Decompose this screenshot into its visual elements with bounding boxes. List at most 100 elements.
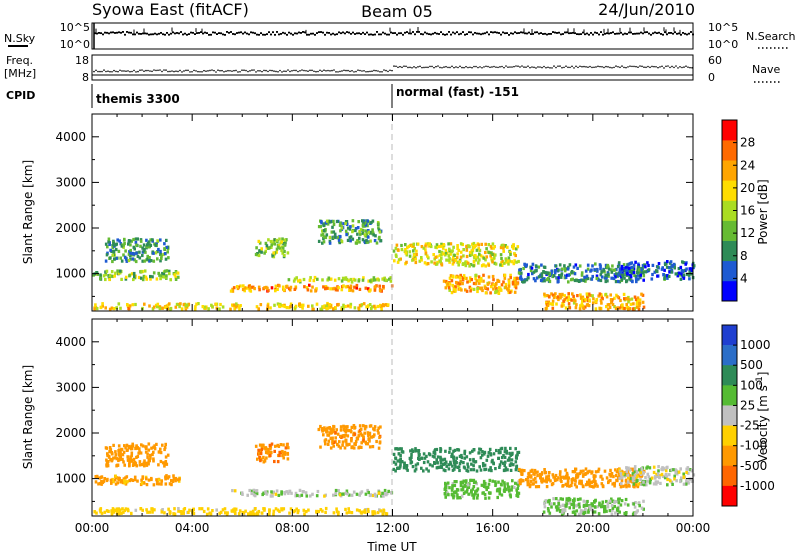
power-echo-cell	[124, 277, 128, 281]
nave-point	[261, 70, 263, 73]
power-echo-cell	[673, 266, 676, 270]
velocity-echo-cell	[427, 469, 430, 473]
velocity-echo-cell	[135, 445, 138, 449]
power-echo-cell	[149, 259, 153, 263]
power-echo-cell	[580, 271, 584, 275]
velocity-echo-cell	[545, 477, 548, 481]
power-echo-cell	[554, 268, 557, 273]
velocity-echo-cell	[499, 482, 503, 486]
power-echo-cell	[618, 280, 622, 284]
velocity-echo-cell	[625, 485, 628, 489]
power-echo-cell	[340, 226, 344, 230]
power-echo-cell	[458, 260, 462, 264]
velocity-echo-cell	[376, 511, 380, 515]
velocity-echo-cell	[219, 510, 223, 514]
noise-sky-point	[620, 31, 622, 34]
velocity-echo-cell	[152, 459, 155, 463]
velocity-echo-cell	[455, 456, 458, 460]
noise-sky-point	[666, 33, 668, 36]
velocity-echo-cell	[386, 491, 389, 496]
velocity-echo-cell	[632, 502, 635, 506]
velocity-echo-cell	[476, 487, 480, 491]
noise-sky-point	[512, 32, 514, 35]
nave-point	[561, 66, 563, 69]
power-echo-cell	[364, 223, 368, 227]
power-echo-cell	[339, 221, 342, 225]
power-echo-cell	[459, 255, 463, 259]
noise-sky-point	[458, 33, 460, 36]
nave-point	[643, 66, 645, 69]
power-echo-cell	[629, 275, 633, 279]
noise-sky-point	[354, 33, 356, 35]
power-echo-cell	[448, 288, 451, 292]
noise-sky-point	[622, 33, 624, 36]
velocity-echo-cell	[467, 465, 470, 469]
velocity-echo-cell	[629, 479, 633, 483]
power-echo-cell	[110, 274, 113, 278]
power-echo-cell	[99, 305, 103, 310]
power-echo-cell	[111, 245, 115, 250]
velocity-echo-cell	[172, 474, 175, 478]
noise-sky-point	[162, 33, 164, 36]
noise-sky-point	[182, 33, 184, 36]
velocity-echo-cell	[337, 489, 340, 493]
power-echo-cell	[104, 277, 107, 282]
nave-point	[665, 65, 667, 68]
power-echo-cell	[585, 292, 589, 296]
velocity-echo-cell	[153, 447, 157, 451]
noise-sky-point	[420, 33, 422, 35]
nave-point	[487, 65, 489, 68]
power-echo-cell	[634, 260, 637, 264]
nave-point	[465, 65, 467, 68]
velocity-echo-cell	[458, 468, 461, 473]
velocity-echo-cell	[116, 509, 119, 513]
power-echo-cell	[504, 244, 507, 248]
velocity-echo-cell	[665, 466, 668, 470]
power-echo-cell	[115, 256, 118, 260]
nave-point	[291, 69, 293, 72]
velocity-echo-cell	[539, 476, 542, 480]
power-echo-cell	[358, 303, 362, 308]
power-echo-cell	[351, 237, 355, 241]
velocity-echo-cell	[420, 456, 423, 460]
velocity-echo-cell	[548, 471, 551, 475]
velocity-echo-cell	[474, 490, 477, 494]
power-echo-cell	[644, 270, 648, 274]
power-echo-cell	[255, 246, 258, 250]
velocity-echo-cell	[360, 445, 363, 449]
power-echo-cell	[344, 220, 348, 224]
power-echo-cell	[348, 236, 352, 240]
power-echo-cell	[423, 261, 427, 265]
noise-sky-point	[306, 33, 308, 36]
nave-point	[587, 66, 589, 68]
velocity-echo-cell	[498, 489, 501, 493]
velocity-echo-cell	[611, 506, 615, 510]
nave-point	[401, 66, 403, 69]
velocity-echo-cell	[536, 474, 539, 478]
power-echo-cell	[99, 273, 102, 277]
nave-point	[415, 66, 417, 69]
power-echo-cell	[353, 278, 357, 282]
velocity-echo-cell	[303, 512, 306, 516]
velocity-echo-cell	[223, 507, 227, 511]
power-echo-cell	[354, 227, 358, 231]
nave-point	[337, 71, 339, 73]
power-echo-cell	[636, 267, 640, 271]
nave-point	[297, 70, 299, 73]
velocity-echo-cell	[582, 499, 586, 503]
power-echo-cell	[128, 274, 131, 278]
power-echo-cell	[377, 228, 381, 232]
velocity-echo-cell	[347, 429, 350, 433]
noise-sky-point	[438, 33, 440, 35]
noise-sky-point	[322, 31, 324, 34]
power-echo-cell	[630, 297, 634, 301]
velocity-echo-cell	[459, 460, 463, 464]
power-echo-cell	[643, 263, 647, 267]
velocity-echo-cell	[648, 466, 652, 470]
velocity-echo-cell	[520, 472, 524, 476]
noise-sky-point	[474, 31, 476, 34]
velocity-echo-cell	[543, 468, 546, 472]
power-echo-cell	[265, 246, 269, 250]
velocity-echo-cell	[601, 477, 604, 481]
power-echo-cell	[555, 302, 558, 306]
